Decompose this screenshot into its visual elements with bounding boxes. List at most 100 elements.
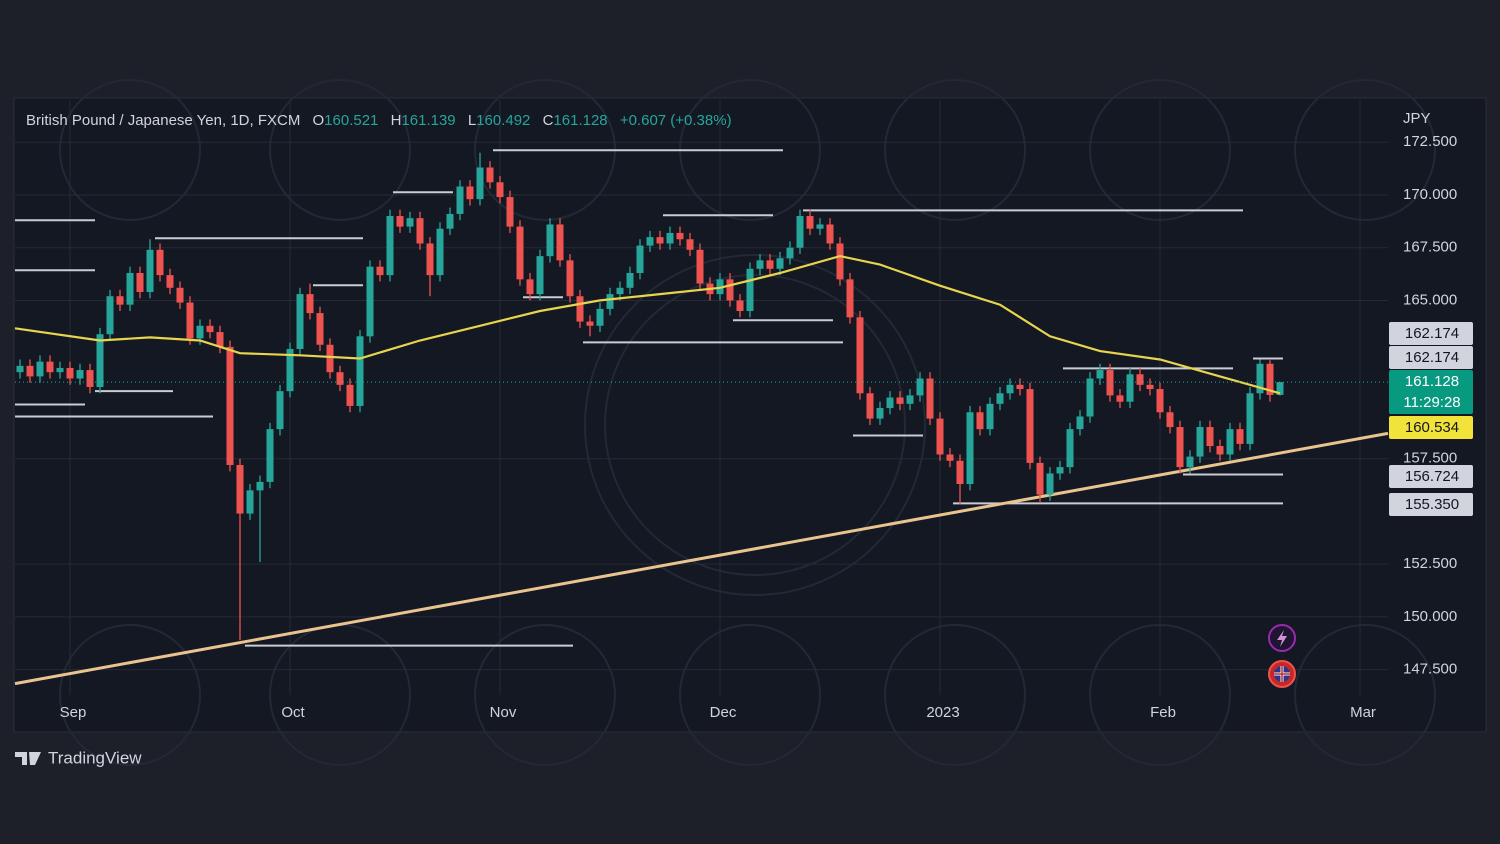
candle-body <box>836 243 844 280</box>
x-tick-label: Dec <box>710 704 737 721</box>
candle-body <box>1186 456 1194 468</box>
candle-body <box>576 296 584 322</box>
brand-logo <box>15 752 41 765</box>
candle-body <box>196 325 204 339</box>
candle-body <box>1156 389 1164 413</box>
candle-body <box>766 260 774 269</box>
candle-body <box>326 344 334 373</box>
candle-body <box>676 232 684 240</box>
ohlc-key: L <box>468 112 476 129</box>
candle-body <box>596 308 604 326</box>
candle-body <box>146 249 154 293</box>
candle-body <box>1086 378 1094 417</box>
candle-body <box>456 186 464 214</box>
candle-body <box>1276 382 1284 395</box>
price-badge <box>1389 322 1473 345</box>
candle-body <box>136 273 144 293</box>
candle-body <box>416 218 424 244</box>
candle-body <box>746 268 754 311</box>
candle-body <box>266 429 274 482</box>
candle-body <box>876 408 884 419</box>
candle-body <box>926 378 934 419</box>
candle-body <box>1226 429 1234 455</box>
candle-body <box>1016 384 1024 390</box>
plot: 147.500 150.000 152.500 157.500 165.000 167.5… <box>14 100 1473 721</box>
candle-body <box>936 418 944 455</box>
candle-body <box>86 370 94 387</box>
candle-body <box>896 397 904 404</box>
candle-body <box>526 279 534 295</box>
candle-body <box>1256 363 1264 394</box>
candle-body <box>726 279 734 301</box>
candle-body <box>1026 389 1034 463</box>
candle-body <box>76 370 84 379</box>
event-flag-icon[interactable] <box>1268 660 1296 688</box>
y-tick-label: 157.500 <box>1403 450 1457 467</box>
ohlc-key: H <box>391 112 402 129</box>
ohlc-key: C <box>543 112 554 129</box>
candle-body <box>1246 393 1254 444</box>
candle-body <box>996 393 1004 404</box>
candle-body <box>356 336 364 406</box>
x-tick-label: Nov <box>490 704 517 721</box>
candle-body <box>636 245 644 274</box>
candle-body <box>536 256 544 295</box>
ohlc-value: 161.128 <box>553 112 607 129</box>
ohlc-value: 161.139 <box>401 112 455 129</box>
candle-body <box>1006 384 1014 394</box>
price-badge-label: 160.534 <box>1405 419 1459 436</box>
candle-body <box>946 454 954 461</box>
candle-body <box>566 260 574 297</box>
countdown: 11:29:28 <box>1403 394 1460 411</box>
price-badge <box>1389 416 1473 439</box>
candle-body <box>776 258 784 269</box>
candle-body <box>176 287 184 303</box>
candle-body <box>1176 427 1184 468</box>
candle-body <box>56 367 64 373</box>
candle-body <box>486 167 494 183</box>
candle-body <box>806 216 814 229</box>
candle-body <box>1166 412 1174 428</box>
candle-body <box>116 296 124 305</box>
candle-body <box>66 367 74 379</box>
candle-body <box>1116 395 1124 402</box>
candle-body <box>986 403 994 430</box>
x-tick-label: Sep <box>60 704 87 721</box>
candle-body <box>856 317 864 394</box>
candle-body <box>496 182 504 198</box>
candle-body <box>516 226 524 280</box>
candle-body <box>816 224 824 229</box>
candle-body <box>1096 370 1104 379</box>
candle-body <box>256 481 264 491</box>
candle-body <box>246 490 254 514</box>
candle-body <box>1106 370 1114 396</box>
y-tick-label: 167.500 <box>1403 239 1457 256</box>
candle-body <box>166 275 174 288</box>
candle-body <box>236 465 244 514</box>
price-badge-label: 162.174 <box>1405 349 1459 366</box>
candle-body <box>666 232 674 244</box>
candle-body <box>186 302 194 339</box>
candle-body <box>376 266 384 276</box>
candle-body <box>586 321 594 326</box>
candle-body <box>696 249 704 284</box>
alert-icon[interactable] <box>1268 624 1296 652</box>
candle-body <box>1136 374 1144 385</box>
candle-body <box>156 249 164 276</box>
x-tick-label: 2023 <box>926 704 959 721</box>
candle-body <box>396 216 404 227</box>
y-tick-label: 172.500 <box>1403 133 1457 150</box>
candle-body <box>46 361 54 373</box>
candle-body <box>1196 427 1204 457</box>
candle-body <box>16 365 24 373</box>
candle-body <box>296 294 304 349</box>
header: British Pound / Japanese Yen, 1D, FXCM O… <box>26 112 732 129</box>
candle-body <box>686 239 694 250</box>
candle-body <box>306 294 314 314</box>
price-badge <box>1389 493 1473 516</box>
candle-body <box>846 279 854 318</box>
y-tick-label: 170.000 <box>1403 186 1457 203</box>
ohlc-key: O <box>313 112 325 129</box>
symbol-title: British Pound / Japanese Yen, 1D, FXCM <box>26 112 300 129</box>
